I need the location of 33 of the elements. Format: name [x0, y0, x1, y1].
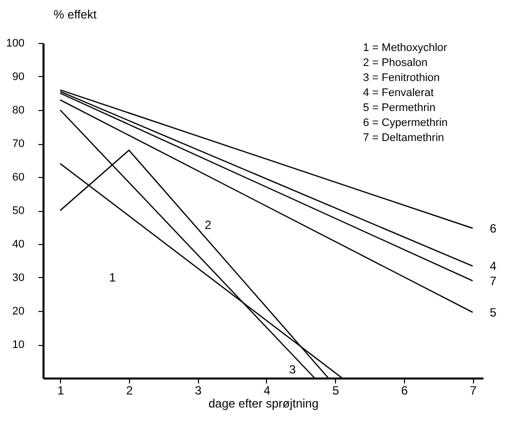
- annotation: 1: [109, 270, 116, 284]
- y-tick-label: 50: [12, 205, 24, 217]
- y-tick-label: 10: [12, 339, 24, 351]
- x-axis-title: dage efter sprøjtning: [208, 396, 319, 410]
- annotation: 2 = Phosalon: [363, 57, 428, 69]
- annotation: 3 = Fenitrothion: [363, 72, 440, 84]
- annotation: 3: [289, 362, 296, 377]
- annotation: 2: [204, 218, 212, 232]
- x-tick-label: 6: [401, 384, 408, 398]
- y-tick-label: 20: [12, 306, 24, 318]
- annotation: 5 = Permethrin: [363, 102, 436, 114]
- x-tick-label: 4: [264, 384, 271, 398]
- text: 7: [490, 274, 497, 288]
- y-tick-label: 40: [12, 238, 24, 250]
- annotation: 6 = Cypermethrin: [363, 117, 448, 129]
- text: 5: [490, 305, 497, 320]
- y-tick-label: 90: [12, 71, 24, 83]
- annotation: 1 = Methoxychlor: [363, 42, 448, 54]
- x-tick-label: 1: [57, 384, 64, 398]
- y-tick-label: 70: [12, 138, 24, 150]
- annotation: 4 = Fenvalerat: [363, 87, 434, 99]
- y-tick-label: 60: [12, 172, 24, 184]
- x-tick-label: 5: [332, 384, 340, 398]
- y-axis-title: % effekt: [54, 8, 98, 22]
- x-tick-label: 3: [194, 384, 202, 398]
- annotation: 7 = Deltamethrin: [363, 132, 444, 144]
- text: 4: [490, 259, 497, 274]
- text: 6: [490, 221, 497, 236]
- y-tick-label: 80: [12, 104, 24, 116]
- y-tick-label: 100: [6, 38, 24, 50]
- y-tick-label: 30: [12, 272, 24, 284]
- x-tick-label: 7: [470, 384, 477, 398]
- x-tick-label: 2: [126, 384, 134, 398]
